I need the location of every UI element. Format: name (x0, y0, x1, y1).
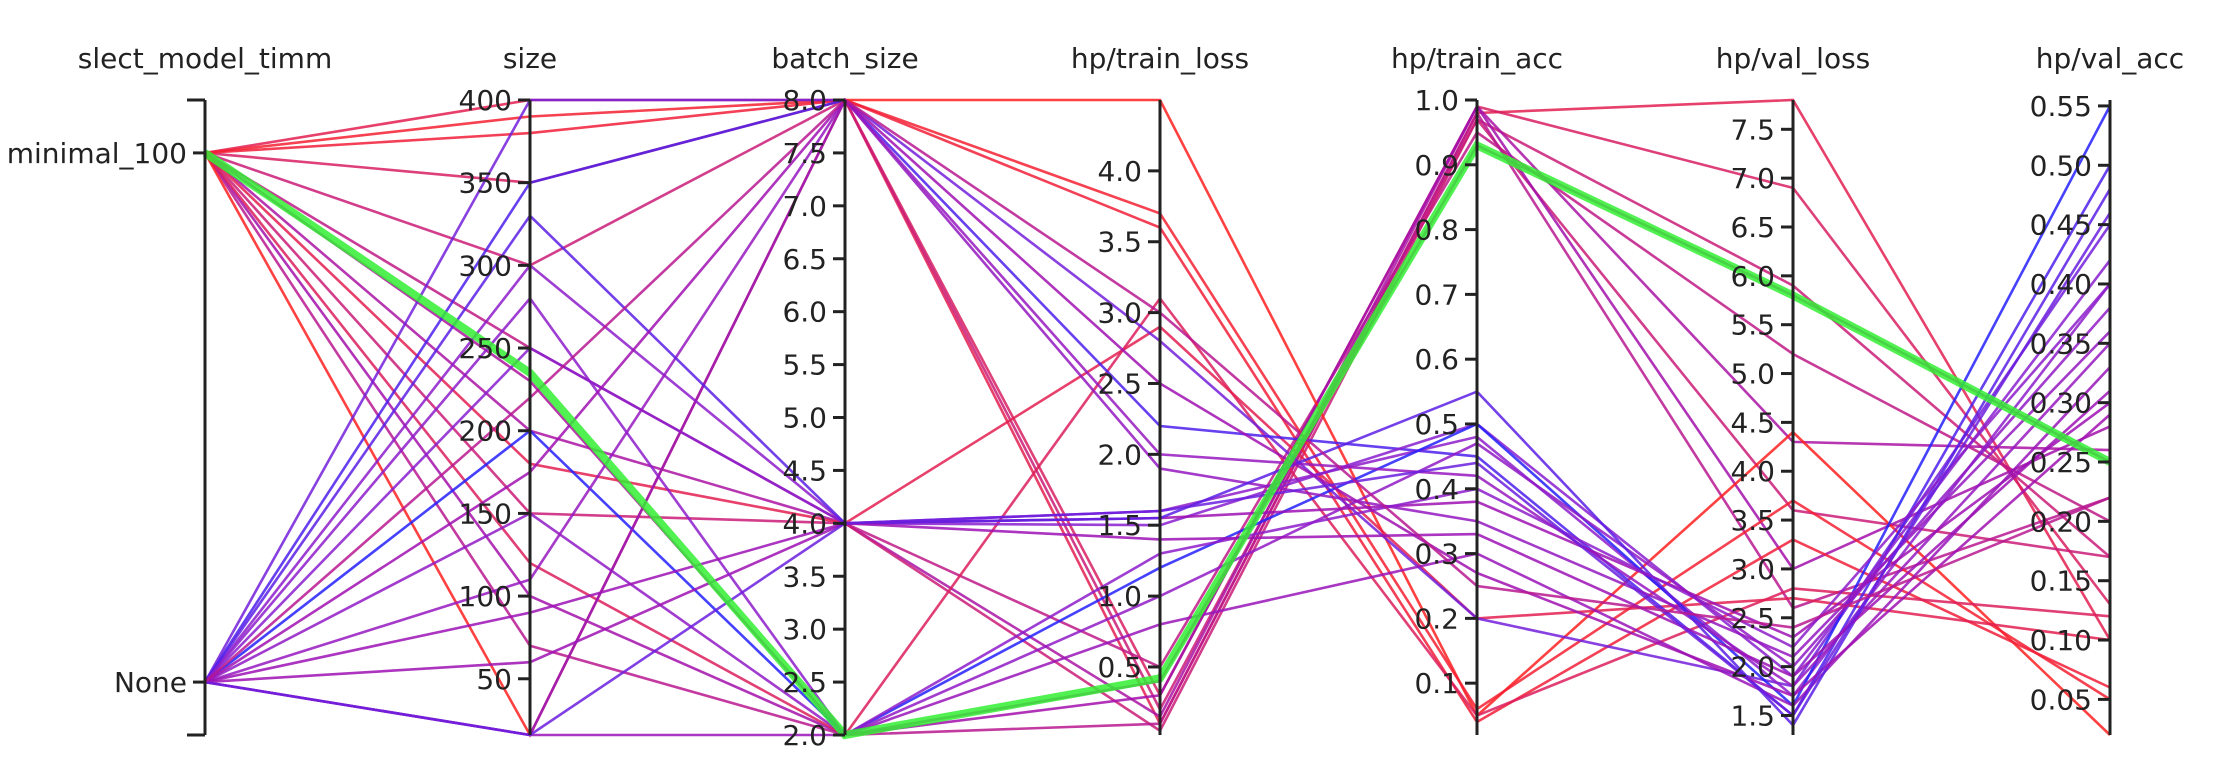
tick-label: 0.40 (2030, 268, 2092, 301)
tick-label: minimal_100 (7, 137, 187, 170)
tick-label: 3.5 (782, 560, 827, 593)
axes: slect_model_timm None minimal_100 size 50 100… (7, 42, 2184, 752)
tick-label: 0.5 (1414, 408, 1459, 441)
tick-label: 4.0 (1730, 455, 1775, 488)
tick-label: 2.0 (782, 719, 827, 752)
tick-label: 1.0 (1414, 84, 1459, 117)
tick-label: 3.5 (1730, 504, 1775, 537)
axis-hp-val-loss: hp/val_loss 1.5 2.0 2.5 3.0 3.5 4.0 4.5 5.0 5.5 6.… (1716, 42, 1871, 735)
axis-size: size 50 100 150 200 250 300 350 400 (459, 42, 557, 735)
axis-title-hp-val-loss: hp/val_loss (1716, 42, 1871, 75)
tick-label: 0.7 (1414, 278, 1459, 311)
tick-label: 6.0 (1730, 260, 1775, 293)
tick-label: 4.5 (782, 454, 827, 487)
tick-label: 0.10 (2030, 624, 2092, 657)
tick-label: 4.0 (1097, 155, 1142, 188)
tick-label: 6.5 (782, 243, 827, 276)
tick-label: 0.9 (1414, 149, 1459, 182)
tick-label: 7.5 (782, 137, 827, 170)
tick-label: 0.6 (1414, 343, 1459, 376)
tick-label: 7.0 (1730, 162, 1775, 195)
tick-label: 3.0 (1097, 297, 1142, 330)
tick-label: 0.5 (1097, 651, 1142, 684)
tick-label: 2.0 (1097, 438, 1142, 471)
tick-label: 2.5 (782, 666, 827, 699)
axis-title-hp-val-acc: hp/val_acc (2036, 42, 2184, 75)
tick-label: 3.0 (782, 613, 827, 646)
axis-hp-train-loss: hp/train_loss 0.5 1.0 1.5 2.0 2.5 3.0 3.5 4.0 (1071, 42, 1249, 735)
axis-slect-model-timm: slect_model_timm None minimal_100 (7, 42, 332, 737)
tick-label: 6.0 (782, 296, 827, 329)
axis-batch-size: batch_size 2.0 2.5 3.0 3.5 4.0 4.5 5.0 5.5 6.0 6.5… (771, 42, 918, 752)
tick-label: 2.5 (1097, 367, 1142, 400)
tick-label: 0.30 (2030, 387, 2092, 420)
tick-label: 300 (459, 249, 512, 282)
tick-label: 50 (476, 663, 512, 696)
tick-label: 0.05 (2030, 683, 2092, 716)
tick-label: 3.5 (1097, 226, 1142, 259)
tick-label: 0.15 (2030, 565, 2092, 598)
tick-label: 0.50 (2030, 149, 2092, 182)
tick-label: 4.0 (782, 507, 827, 540)
tick-label: 1.5 (1097, 509, 1142, 542)
tick-label: 5.5 (782, 349, 827, 382)
axis-title-size: size (503, 42, 557, 75)
tick-label: 0.2 (1414, 602, 1459, 635)
tick-label: 6.5 (1730, 211, 1775, 244)
tick-label: 0.8 (1414, 214, 1459, 247)
tick-label: 4.5 (1730, 406, 1775, 439)
tick-label: 0.35 (2030, 327, 2092, 360)
tick-label: 100 (459, 580, 512, 613)
axis-title-hp-train-acc: hp/train_acc (1391, 42, 1563, 75)
tick-label: 0.3 (1414, 538, 1459, 571)
tick-label: 350 (459, 167, 512, 200)
tick-label: 8.0 (782, 84, 827, 117)
axis-hp-train-acc: hp/train_acc 0.1 0.2 0.3 0.4 0.5 0.6 0.7 0.8 0.9 1… (1391, 42, 1563, 735)
axis-title-hp-train-loss: hp/train_loss (1071, 42, 1249, 75)
axis-title-batch-size: batch_size (771, 42, 918, 75)
tick-label: 7.5 (1730, 113, 1775, 146)
tick-label: 200 (459, 415, 512, 448)
tick-label: None (114, 666, 187, 699)
tick-label: 0.55 (2030, 90, 2092, 123)
tick-label: 5.5 (1730, 309, 1775, 342)
tick-label: 7.0 (782, 190, 827, 223)
tick-label: 3.0 (1730, 553, 1775, 586)
tick-label: 5.0 (782, 402, 827, 435)
tick-label: 400 (459, 84, 512, 117)
axis-hp-val-acc: hp/val_acc 0.05 0.10 0.15 0.20 0.25 0.30 0.35 0.… (2030, 42, 2184, 735)
tick-label: 2.0 (1730, 651, 1775, 684)
tick-label: 1.0 (1097, 580, 1142, 613)
tick-label: 0.20 (2030, 505, 2092, 538)
tick-label: 5.0 (1730, 358, 1775, 391)
tick-label: 150 (459, 497, 512, 530)
tick-label: 0.1 (1414, 667, 1459, 700)
tick-label: 0.45 (2030, 209, 2092, 242)
tick-label: 0.4 (1414, 473, 1459, 506)
axis-title-slect-model-timm: slect_model_timm (78, 42, 332, 75)
tick-label: 2.5 (1730, 602, 1775, 635)
tick-label: 250 (459, 332, 512, 365)
tick-label: 0.25 (2030, 446, 2092, 479)
tick-label: 1.5 (1730, 699, 1775, 732)
